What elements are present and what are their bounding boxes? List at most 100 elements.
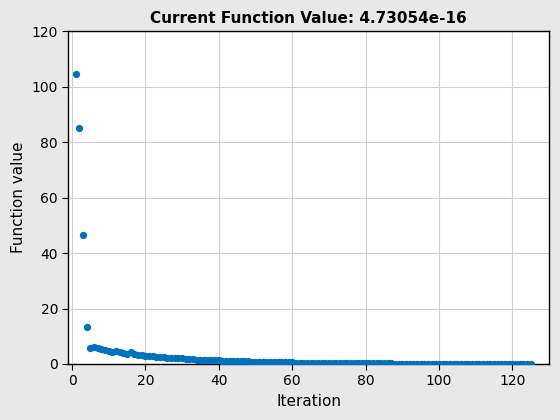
Point — [101, 347, 110, 354]
Point — [438, 360, 447, 367]
Point — [192, 356, 201, 363]
Point — [181, 355, 190, 362]
Point — [445, 360, 454, 367]
Point — [148, 353, 157, 360]
Point — [464, 360, 473, 367]
Point — [302, 360, 311, 366]
Point — [189, 356, 198, 362]
Point — [383, 360, 392, 367]
Point — [123, 350, 132, 357]
Point — [167, 354, 176, 361]
Point — [160, 354, 169, 360]
Point — [317, 360, 326, 366]
Point — [501, 360, 510, 367]
Point — [71, 71, 80, 78]
Point — [97, 346, 106, 353]
Point — [211, 356, 220, 363]
Point — [94, 345, 102, 352]
Point — [511, 360, 520, 367]
Point — [328, 360, 337, 366]
Point — [354, 360, 363, 367]
Point — [156, 354, 165, 360]
Point — [387, 360, 396, 367]
Point — [258, 359, 267, 365]
Point — [489, 360, 498, 367]
Point — [379, 360, 388, 367]
Point — [174, 355, 183, 362]
Y-axis label: Function value: Function value — [11, 142, 26, 253]
Point — [262, 359, 271, 365]
Point — [178, 355, 186, 362]
Point — [368, 360, 377, 367]
Point — [222, 357, 231, 364]
Point — [409, 360, 418, 367]
Point — [284, 359, 293, 366]
Point — [456, 360, 465, 367]
Point — [152, 353, 161, 360]
Point — [372, 360, 381, 367]
Point — [236, 358, 245, 365]
Point — [493, 360, 502, 367]
Point — [343, 360, 352, 367]
Point — [75, 125, 84, 132]
Point — [416, 360, 425, 367]
Point — [435, 360, 444, 367]
Point — [332, 360, 340, 366]
Point — [214, 357, 223, 364]
Point — [486, 360, 494, 367]
Point — [390, 360, 399, 367]
Point — [526, 360, 535, 367]
Point — [144, 353, 153, 360]
Point — [90, 343, 99, 350]
Point — [82, 323, 91, 330]
Point — [137, 352, 146, 359]
Point — [281, 359, 290, 365]
Point — [141, 352, 150, 359]
Point — [468, 360, 477, 367]
Point — [265, 359, 274, 365]
Point — [361, 360, 370, 367]
Point — [240, 358, 249, 365]
Point — [314, 360, 323, 366]
Point — [339, 360, 348, 366]
Point — [394, 360, 403, 367]
Point — [335, 360, 344, 367]
Point — [203, 357, 212, 363]
Point — [127, 349, 136, 356]
Point — [482, 360, 491, 367]
Point — [347, 360, 356, 367]
Point — [427, 360, 436, 367]
Point — [423, 360, 432, 367]
Point — [475, 360, 484, 367]
Point — [321, 360, 330, 366]
Point — [460, 360, 469, 367]
Point — [402, 360, 410, 367]
Point — [115, 349, 124, 356]
Point — [449, 360, 458, 367]
Point — [357, 360, 366, 367]
Point — [196, 356, 205, 363]
Point — [251, 358, 260, 365]
Point — [269, 358, 278, 365]
Point — [232, 358, 241, 365]
Point — [471, 360, 480, 367]
Point — [398, 360, 407, 367]
Point — [119, 349, 128, 356]
Point — [200, 357, 209, 363]
Point — [248, 358, 256, 365]
Point — [244, 358, 253, 365]
Point — [111, 348, 120, 354]
Point — [163, 354, 172, 361]
Point — [86, 344, 95, 351]
Point — [134, 352, 143, 358]
Point — [218, 357, 227, 364]
Point — [478, 360, 487, 367]
Point — [295, 359, 304, 366]
Point — [207, 356, 216, 363]
Point — [452, 360, 461, 367]
X-axis label: Iteration: Iteration — [276, 394, 341, 409]
Point — [365, 360, 374, 367]
Point — [504, 360, 513, 367]
Point — [104, 348, 113, 354]
Point — [515, 360, 524, 367]
